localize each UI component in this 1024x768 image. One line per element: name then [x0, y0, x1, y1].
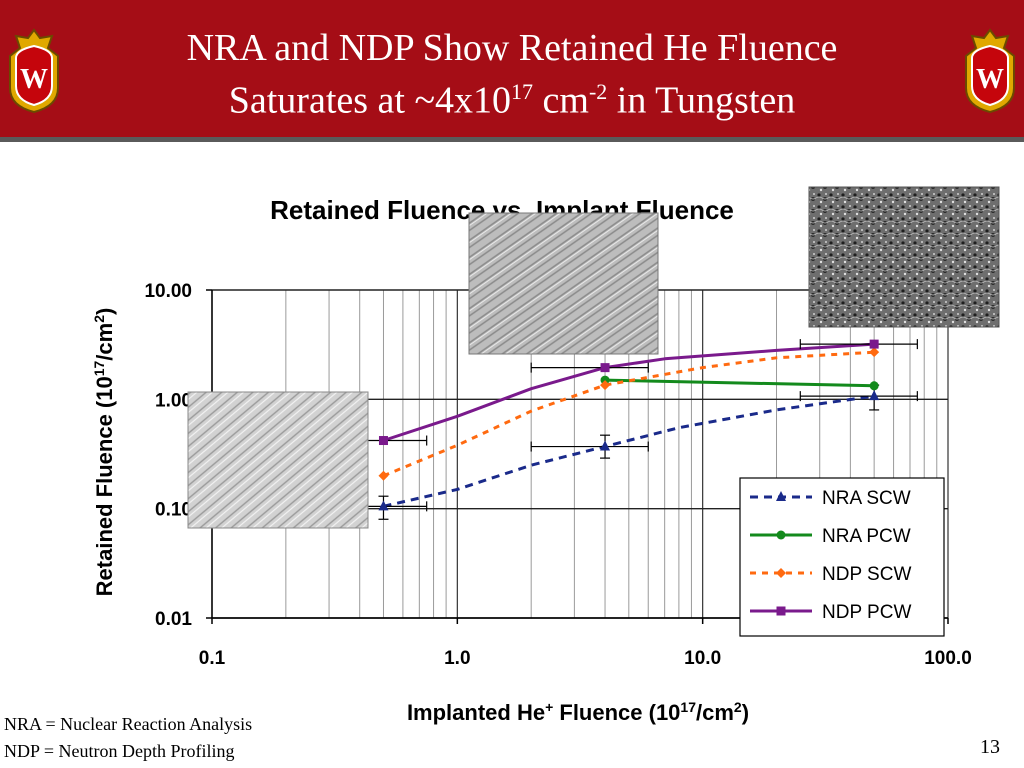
slide-title-line2: Saturates at ~4x1017 cm-2 in Tungsten — [120, 70, 904, 123]
sem-image-top-right-inset — [808, 186, 1000, 328]
x-axis-label: Implanted He+ Fluence (1017/cm2) — [407, 699, 749, 725]
data-point-marker — [776, 606, 786, 616]
chart-legend: NRA SCW NRA PCW NDP SCW NDP PCW — [739, 477, 945, 637]
data-point-marker — [869, 347, 880, 358]
x-tick-label: 0.1 — [199, 648, 226, 669]
data-point-marker — [600, 440, 611, 451]
y-tick-label: 0.01 — [155, 609, 192, 630]
y-axis-label: Retained Fluence (1017/cm2) — [91, 308, 117, 597]
data-point-marker — [378, 470, 389, 481]
data-point-marker — [600, 363, 610, 373]
title-line2-post: in Tungsten — [607, 79, 796, 122]
title-banner: W NRA and NDP Show Retained He Fluence S… — [0, 0, 1024, 142]
chart-axes: 0.1 1.0 10.0 100.0 0.01 0.10 1.00 10.00 — [144, 281, 971, 669]
y-tick-label: 1.00 — [155, 390, 192, 411]
series-line — [604, 378, 875, 388]
sem-image-left-inset — [187, 391, 369, 529]
data-point-marker — [600, 380, 611, 391]
data-point-marker — [378, 500, 389, 511]
page-number: 13 — [980, 736, 1000, 758]
y-tick-label: 0.10 — [155, 500, 192, 521]
data-point-marker — [600, 375, 610, 385]
sem-image-middle-inset — [468, 212, 659, 355]
chart-series — [328, 339, 918, 520]
footnote-nra: NRA = Nuclear Reaction Analysis — [4, 714, 253, 734]
x-tick-label: 100.0 — [924, 648, 972, 669]
crest-letter-right: W — [976, 64, 1004, 95]
legend-label: NDP PCW — [822, 602, 911, 623]
title-line2-mid: cm — [533, 79, 589, 122]
footnote-ndp: NDP = Neutron Depth Profiling — [4, 741, 235, 761]
legend-label: NRA PCW — [822, 526, 911, 547]
title-line2-exp2: -2 — [588, 79, 608, 104]
legend-label: NRA SCW — [822, 488, 911, 509]
data-point-marker — [869, 390, 880, 401]
series-ndp-scw — [378, 347, 880, 481]
data-point-marker — [776, 530, 786, 540]
x-tick-label: 1.0 — [444, 648, 470, 669]
crest-letter-left: W — [20, 64, 48, 95]
university-crest-left-icon: W — [9, 28, 59, 114]
title-line2-exp: 17 — [511, 79, 534, 104]
series-line — [382, 350, 875, 478]
data-point-marker — [378, 436, 388, 446]
data-point-marker — [869, 339, 879, 349]
data-point-marker — [776, 491, 786, 501]
data-point-marker — [776, 568, 786, 578]
university-crest-right-icon: W — [965, 28, 1015, 114]
y-tick-label: 10.00 — [144, 281, 192, 302]
title-line2-pre: Saturates at ~4x10 — [228, 79, 512, 122]
slide-title: NRA and NDP Show Retained He Fluence Sat… — [120, 26, 904, 123]
x-tick-label: 10.0 — [684, 648, 721, 669]
legend-label: NDP SCW — [822, 564, 911, 585]
slide-title-line1: NRA and NDP Show Retained He Fluence — [186, 27, 838, 69]
data-point-marker — [869, 381, 879, 391]
series-nra-pcw — [600, 375, 879, 391]
